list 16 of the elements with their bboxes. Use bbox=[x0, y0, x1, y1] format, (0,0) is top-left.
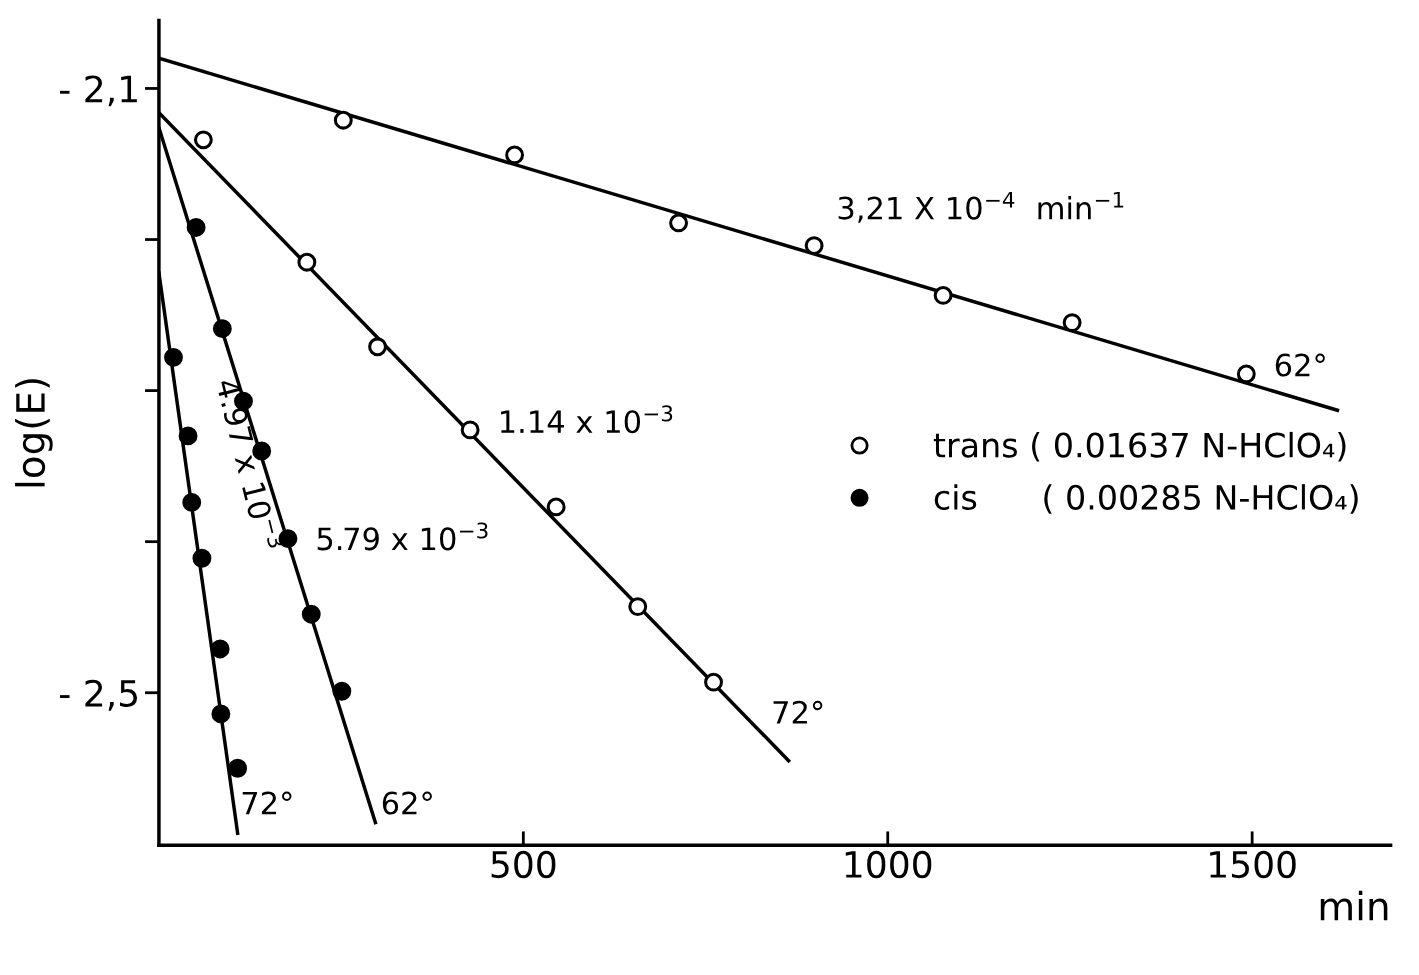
x-tick-label: 1000 bbox=[845, 850, 932, 879]
annotation: 3,21 X 10$^{−4}$ min$^{−1}$ bbox=[838, 191, 1124, 223]
annotation: 72° bbox=[242, 791, 292, 815]
y-tick-label: - 2,5 bbox=[60, 679, 138, 711]
annotation: 1.14 x 10$^{−3}$ bbox=[501, 405, 673, 434]
annotation: 5.79 x 10$^{−3}$ bbox=[317, 522, 488, 551]
x-axis-title: min bbox=[1320, 890, 1388, 921]
legend-label: cis ( 0.00285 N-HClO₄) bbox=[934, 484, 1358, 514]
annotation: 72° bbox=[773, 700, 823, 724]
annotation: 62° bbox=[1275, 353, 1325, 377]
legend-label: trans ( 0.01637 N-HClO₄) bbox=[933, 431, 1346, 462]
y-axis-title: log(E) bbox=[15, 379, 53, 487]
x-tick-label: 1500 bbox=[1210, 850, 1296, 879]
x-tick-label: 500 bbox=[491, 850, 556, 879]
y-tick-label: - 2,1 bbox=[60, 75, 137, 107]
annotation: 62° bbox=[382, 791, 432, 815]
